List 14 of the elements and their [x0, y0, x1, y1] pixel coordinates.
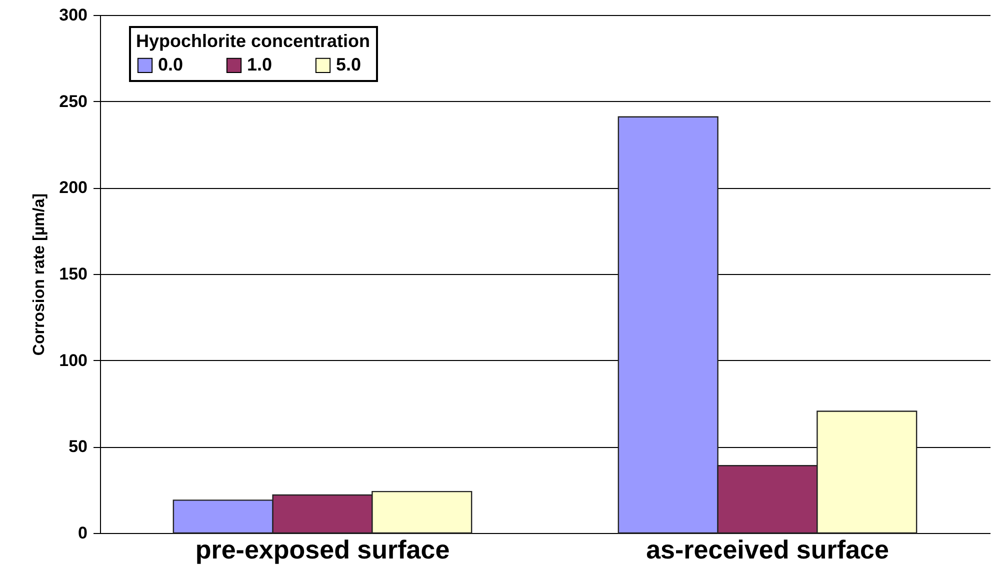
- legend-title: Hypochlorite concentration: [136, 31, 370, 51]
- y-axis-title: Corrosion rate [µm/a]: [31, 193, 48, 356]
- y-tick-label: 250: [59, 92, 88, 111]
- y-tick-label: 0: [78, 524, 88, 542]
- legend-label: 1.0: [247, 54, 272, 74]
- legend-label: 0.0: [158, 54, 184, 74]
- y-tick-label: 300: [59, 6, 88, 24]
- y-tick-label: 150: [59, 264, 88, 284]
- legend-label: 5.0: [336, 54, 362, 74]
- y-tick-label: 100: [59, 350, 88, 370]
- x-tick-label: as-received surface: [646, 534, 889, 564]
- x-tick-label: pre-exposed surface: [195, 534, 450, 564]
- y-tick-label: 50: [68, 437, 88, 456]
- y-tick-label: 200: [59, 178, 88, 198]
